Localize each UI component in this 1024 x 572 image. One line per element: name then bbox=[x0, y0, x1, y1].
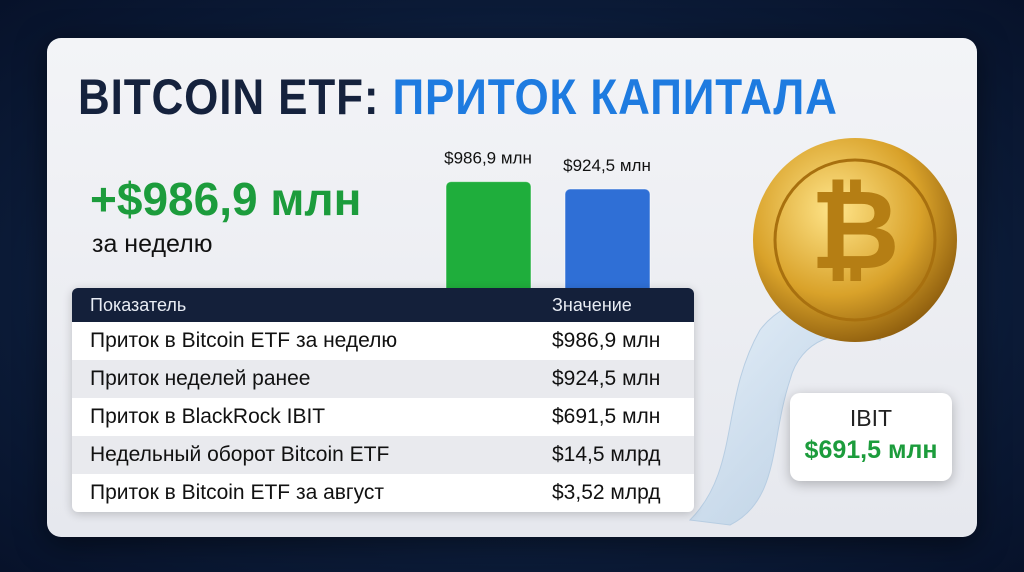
table-cell: Приток неделей ранее bbox=[90, 367, 311, 390]
table-cell: Недельный оборот Bitcoin ETF bbox=[90, 443, 390, 466]
table-row: Приток в Bitcoin ETF за неделю $986,9 млн bbox=[72, 322, 694, 360]
table-row: Приток в BlackRock IBIT $691,5 млн bbox=[72, 398, 694, 436]
table-cell: Приток в Bitcoin ETF за август bbox=[90, 481, 384, 504]
table-cell: Приток в Bitcoin ETF за неделю bbox=[90, 329, 398, 352]
badge-label: IBIT bbox=[849, 405, 893, 431]
badge-value: $691,5 млн bbox=[804, 436, 938, 464]
coin-rim bbox=[773, 158, 937, 322]
headline-caption: за неделю bbox=[92, 230, 213, 258]
coin-symbol: ₿ bbox=[810, 166, 900, 294]
title-part: BITCOIN ETF: bbox=[78, 69, 380, 125]
table-cell: $14,5 млрд bbox=[552, 443, 661, 466]
table-cell: $924,5 млн bbox=[552, 367, 661, 390]
headline-value: +$986,9 млн bbox=[90, 173, 362, 225]
bar-label: $986,9 млн bbox=[444, 149, 532, 168]
table-header: Показатель Значение bbox=[72, 288, 694, 322]
table-row: Недельный оборот Bitcoin ETF $14,5 млрд bbox=[72, 436, 694, 474]
table-row: Приток в Bitcoin ETF за август $3,52 млрд bbox=[72, 474, 694, 512]
coin bbox=[753, 138, 957, 342]
table-cell: $691,5 млн bbox=[552, 405, 661, 428]
badge: IBIT $691,5 млн bbox=[790, 393, 952, 481]
title-part: ПРИТОК КАПИТАЛА bbox=[392, 69, 838, 125]
bar-label: $924,5 млн bbox=[563, 156, 651, 175]
table-row: Приток неделей ранее $924,5 млн bbox=[72, 360, 694, 398]
title: BITCOIN ETF: ПРИТОК КАПИТАЛА bbox=[78, 68, 838, 126]
bar bbox=[445, 181, 532, 301]
bar bbox=[564, 188, 651, 301]
header-cell: Показатель bbox=[90, 294, 187, 315]
table-cell: $986,9 млн bbox=[552, 329, 661, 352]
table-cell: Приток в BlackRock IBIT bbox=[90, 405, 326, 428]
table: Показатель Значение Приток в Bitcoin ETF… bbox=[72, 288, 694, 512]
table-cell: $3,52 млрд bbox=[552, 481, 661, 504]
header-cell: Значение bbox=[552, 294, 632, 315]
